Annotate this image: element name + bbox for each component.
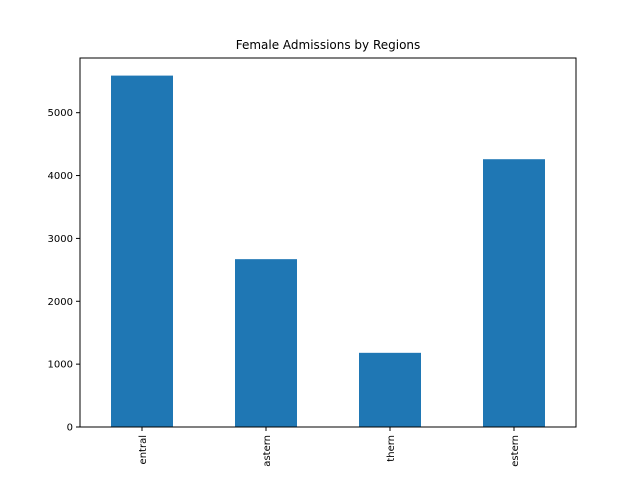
y-tick-label: 5000 xyxy=(48,108,73,119)
bar-central xyxy=(111,75,173,427)
y-tick-label: 0 xyxy=(67,423,73,434)
plot-frame xyxy=(79,57,577,428)
x-tick-label: entral xyxy=(138,435,149,464)
x-tick-label: astern xyxy=(262,435,273,467)
y-tick-label: 2000 xyxy=(48,297,73,308)
x-tick-label: thern xyxy=(386,435,397,462)
bar-eastern xyxy=(235,259,297,427)
plot-area: 0 1000 2000 3000 4000 5000 entral astern thern es… xyxy=(48,75,545,467)
chart-title: Female Admissions by Regions xyxy=(236,38,421,52)
bar-western xyxy=(483,159,545,428)
bar-northern xyxy=(359,352,421,427)
y-tick-label: 4000 xyxy=(48,171,73,182)
y-tick-label: 3000 xyxy=(48,234,73,245)
y-tick-label: 1000 xyxy=(48,360,73,371)
x-tick-label: estern xyxy=(510,435,521,467)
